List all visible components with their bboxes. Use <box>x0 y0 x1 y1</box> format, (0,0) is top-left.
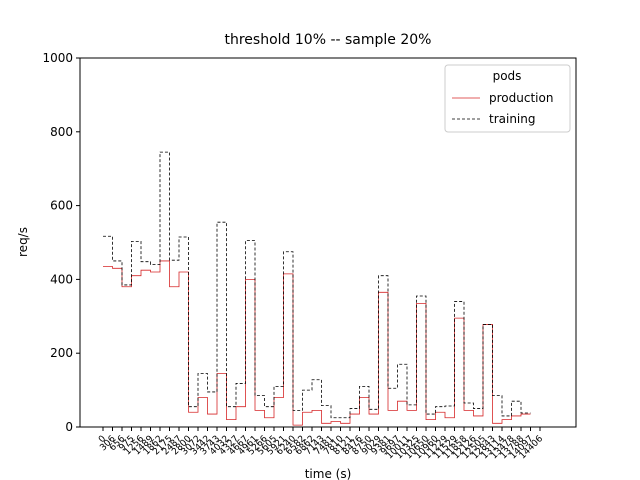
plot-area <box>79 57 577 428</box>
legend-label: production <box>489 91 553 105</box>
legend-title: pods <box>493 69 522 83</box>
series-line <box>103 260 531 426</box>
y-tick-label: 1000 <box>42 51 73 65</box>
y-tick-label: 400 <box>50 272 73 286</box>
legend-box <box>444 64 571 133</box>
chart-title: threshold 10% -- sample 20% <box>225 32 432 48</box>
y-tick-label: 600 <box>50 199 73 213</box>
y-tick-label: 800 <box>50 125 73 139</box>
legend: pods production training <box>444 64 571 133</box>
y-tick-label: 0 <box>65 420 73 434</box>
x-tick-label: 0 <box>97 434 108 445</box>
y-tick-label: 200 <box>50 346 73 360</box>
series-line <box>103 151 531 419</box>
x-axis-label: time (s) <box>305 467 352 480</box>
y-axis-label: req/s <box>16 227 30 257</box>
legend-label: training <box>489 112 536 126</box>
